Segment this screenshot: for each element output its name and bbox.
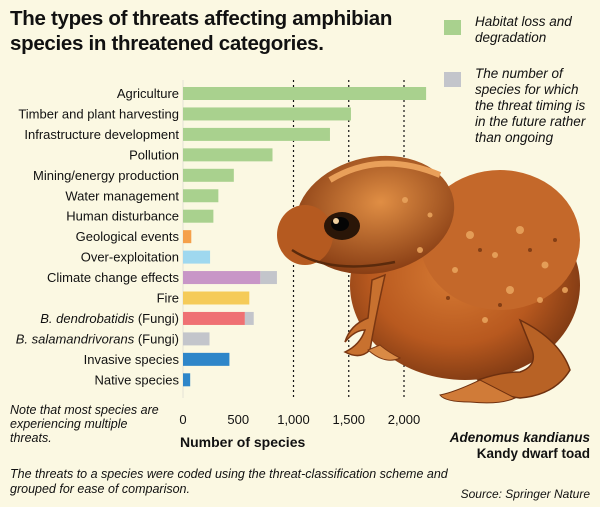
source-credit: Source: Springer Nature	[460, 487, 590, 501]
bar-0	[183, 87, 427, 100]
photo-caption-common-name: Kandy dwarf toad	[476, 446, 590, 461]
bar-1	[183, 107, 351, 121]
x-tick-labels: 0 500 1,000 1,500 2,000	[179, 412, 420, 427]
bars	[183, 87, 427, 387]
category-label-10: Fire	[157, 291, 179, 306]
x-tick-1: 500	[227, 412, 249, 427]
category-label-7: Geological events	[76, 229, 180, 244]
x-tick-3: 1,500	[332, 412, 365, 427]
category-label-1: Timber and plant harvesting	[18, 106, 179, 121]
x-tick-0: 0	[179, 412, 186, 427]
bar-future-11	[244, 311, 254, 325]
bar-5	[183, 189, 219, 203]
category-label-4: Mining/energy production	[33, 168, 179, 183]
category-label-14: Native species	[94, 372, 179, 387]
photo-caption: Adenomus kandianus Kandy dwarf toad	[420, 430, 590, 462]
footnote-text: The threats to a species were coded usin…	[10, 467, 448, 496]
category-label-0: Agriculture	[117, 86, 179, 101]
category-label-5: Water management	[65, 188, 179, 203]
category-label-8: Over-exploitation	[81, 250, 179, 265]
legend-label-habitat: Habitat loss and degradation	[475, 14, 572, 45]
bar-8	[183, 250, 211, 264]
legend-label-future: The number of species for which the thre…	[475, 66, 586, 145]
category-label-3: Pollution	[129, 147, 179, 162]
x-axis-label: Number of species	[180, 434, 306, 450]
bar-6	[183, 209, 214, 223]
category-label-2: Infrastructure development	[24, 127, 179, 142]
category-label-rest-11: (Fungi)	[134, 311, 179, 326]
chart-title: The types of threats affecting amphibian…	[10, 7, 393, 55]
category-labels: Agriculture Timber and plant harvesting In…	[16, 86, 180, 387]
bar-4	[183, 168, 234, 182]
category-label-rest-12: (Fungi)	[134, 331, 179, 346]
category-label-6: Human disturbance	[66, 209, 179, 224]
category-label-italic-12: B. salamandrivorans	[16, 331, 135, 346]
photo-caption-species: Adenomus kandianus	[449, 430, 590, 445]
bar-9	[183, 271, 261, 285]
legend-swatch-future	[444, 72, 461, 87]
category-label-12: B. salamandrivorans (Fungi)	[16, 331, 179, 346]
bar-7	[183, 230, 192, 244]
bar-13	[183, 352, 230, 366]
bar-future-12	[183, 332, 210, 346]
bar-11	[183, 311, 245, 325]
bar-3	[183, 148, 273, 162]
category-label-11: B. dendrobatidis (Fungi)	[40, 311, 179, 326]
category-label-italic-11: B. dendrobatidis	[40, 311, 134, 326]
category-label-9: Climate change effects	[47, 270, 179, 285]
x-tick-4: 2,000	[388, 412, 421, 427]
bar-10	[183, 291, 250, 305]
legend-swatch-habitat	[444, 20, 461, 35]
category-label-13: Invasive species	[84, 352, 180, 367]
bar-14	[183, 373, 191, 387]
bar-2	[183, 127, 330, 141]
toad-illustration	[277, 155, 580, 404]
x-tick-2: 1,000	[277, 412, 310, 427]
note-text: Note that most species are experiencing …	[10, 403, 159, 445]
bar-future-9	[260, 271, 277, 285]
